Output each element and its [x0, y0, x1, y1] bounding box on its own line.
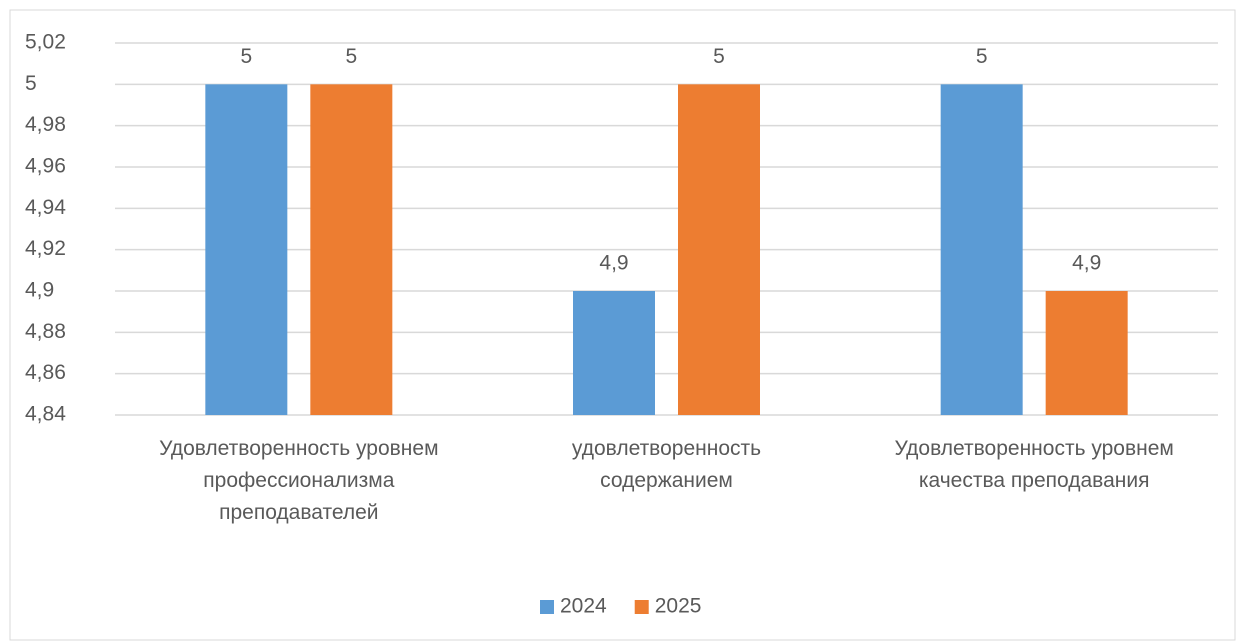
y-tick-label: 4,98 [25, 113, 66, 136]
legend-label: 2025 [655, 595, 702, 618]
x-tick-label: Удовлетворенность уровнем профессионализ… [159, 437, 439, 524]
legend-label: 2024 [560, 595, 607, 618]
y-tick-label: 4,88 [25, 320, 66, 343]
bar [310, 84, 393, 415]
bar [205, 84, 288, 415]
legend-swatch [540, 600, 554, 614]
y-tick-label: 4,84 [25, 403, 66, 426]
y-tick-label: 4,92 [25, 237, 66, 260]
bar [678, 84, 760, 415]
y-tick-label: 5 [25, 72, 37, 95]
bar [573, 291, 655, 415]
y-tick-label: 4,96 [25, 155, 66, 178]
bar [1045, 291, 1128, 415]
data-label: 4,9 [1072, 252, 1101, 275]
x-tick-label: удовлетворенность содержанием [571, 437, 762, 492]
data-label: 5 [240, 45, 252, 68]
y-tick-label: 4,86 [25, 361, 66, 384]
legend-swatch [634, 600, 649, 614]
x-tick-label: Удовлетворенность уровнем качества препо… [894, 437, 1174, 492]
y-tick-label: 5,02 [25, 31, 66, 54]
bar [940, 84, 1023, 415]
data-label: 4,9 [599, 252, 628, 275]
data-label: 5 [713, 45, 725, 68]
data-label: 5 [345, 45, 357, 68]
y-tick-label: 4,9 [25, 279, 54, 302]
y-tick-label: 4,94 [25, 196, 66, 219]
data-label: 5 [976, 45, 988, 68]
